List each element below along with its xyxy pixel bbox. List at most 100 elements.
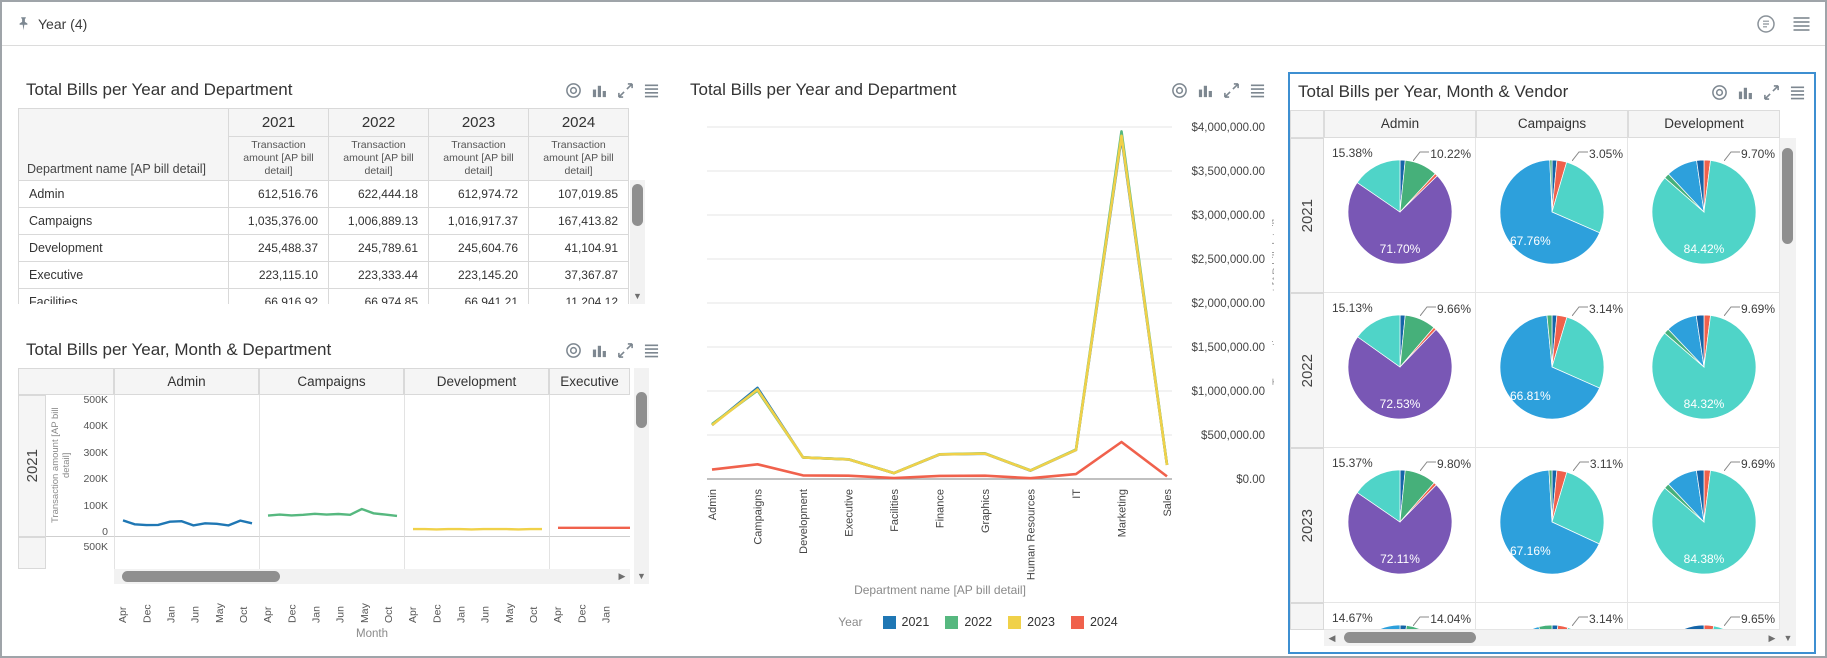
pinned-filter[interactable]: Year (4) <box>16 16 87 32</box>
pie-slice-darkblue[interactable] <box>1696 469 1705 523</box>
department-name-cell[interactable]: Admin <box>18 180 229 208</box>
amount-cell[interactable]: 167,413.82 <box>528 207 629 235</box>
pie-cell-2022-Campaigns[interactable]: 3.14% 66.81% <box>1476 293 1628 448</box>
table-row[interactable]: Development 245,488.37 245,789.61 245,604.7… <box>18 234 629 262</box>
expand-icon[interactable] <box>1223 82 1240 99</box>
amount-cell[interactable]: 11,204.12 <box>528 288 629 304</box>
pin-icon[interactable] <box>16 16 31 32</box>
pie-cell-2021-Campaigns[interactable]: 3.05% 67.76% <box>1476 138 1628 293</box>
amount-cell[interactable]: 107,019.85 <box>528 180 629 208</box>
legend-item[interactable]: 2023 <box>1008 615 1055 629</box>
amount-cell[interactable]: 41,104.91 <box>528 234 629 262</box>
pie-chart[interactable] <box>1651 314 1757 420</box>
amount-cell[interactable]: 245,604.76 <box>428 234 529 262</box>
main-menu-icon[interactable] <box>1792 16 1811 32</box>
trellis-plot-cell[interactable] <box>549 395 630 537</box>
series-line-2023[interactable] <box>711 134 1169 475</box>
pie-chart[interactable] <box>1499 469 1605 575</box>
amount-cell[interactable]: 1,016,917.37 <box>428 207 529 235</box>
line-chart[interactable]: $4,000,000.00 $3,500,000.00 $3,000,000.00 $… <box>682 102 1274 607</box>
amount-cell[interactable]: 612,516.76 <box>228 180 329 208</box>
pie-chart[interactable] <box>1499 314 1605 420</box>
pie-slice-teal[interactable] <box>1356 159 1401 213</box>
amount-cell[interactable]: 66,916.92 <box>228 288 329 304</box>
bar-chart-icon[interactable] <box>591 82 608 99</box>
bar-chart-icon[interactable] <box>591 342 608 359</box>
pie-slice-teal[interactable] <box>1551 161 1605 234</box>
pie-slice-blue[interactable] <box>1500 626 1594 630</box>
menu-icon[interactable] <box>643 83 660 98</box>
pie-slice-green[interactable] <box>1546 314 1553 368</box>
amount-cell[interactable]: 245,789.61 <box>328 234 429 262</box>
department-name-cell[interactable]: Executive <box>18 261 229 289</box>
line-chart-svg[interactable]: $4,000,000.00 $3,500,000.00 $3,000,000.00 $… <box>682 102 1274 602</box>
table-year-column-header[interactable]: 2022 <box>328 108 429 137</box>
pie-slice-green[interactable] <box>1549 159 1553 213</box>
pie-cell-2023-Admin[interactable]: 15.37% 9.80% 72.11% <box>1324 448 1476 603</box>
expand-icon[interactable] <box>617 342 634 359</box>
scroll-thumb[interactable] <box>1344 632 1476 643</box>
table-year-column-header[interactable]: 2021 <box>228 108 329 137</box>
amount-cell[interactable]: 223,145.20 <box>428 261 529 289</box>
scroll-thumb[interactable] <box>636 392 647 428</box>
scroll-thumb[interactable] <box>122 571 280 582</box>
bullseye-icon[interactable] <box>1171 82 1188 99</box>
release-notes-icon[interactable] <box>1756 14 1776 34</box>
pie-cell-2024-Admin[interactable]: 14.67% 14.04% <box>1324 603 1476 630</box>
pie-slice-teal[interactable] <box>1552 627 1604 630</box>
pie-chart[interactable] <box>1500 624 1604 630</box>
department-name-cell[interactable]: Campaigns <box>18 207 229 235</box>
legend-item[interactable]: 2021 <box>882 615 929 629</box>
pie-slice-blue[interactable] <box>1499 159 1601 265</box>
menu-icon[interactable] <box>1789 85 1806 100</box>
pie-slice-teal[interactable] <box>1356 469 1401 523</box>
scroll-right-button[interactable]: ▶ <box>1768 633 1776 643</box>
pie-chart[interactable] <box>1347 314 1453 420</box>
table-row[interactable]: Admin 612,516.76 622,444.18 612,974.72 107,0… <box>18 180 629 208</box>
pie-cell-2024-Development[interactable]: 9.65%6.39% <box>1628 603 1780 630</box>
pie-slice-teal[interactable] <box>1551 316 1605 389</box>
trellis-plot-cell[interactable] <box>404 395 549 537</box>
department-name-cell[interactable]: Facilities <box>18 288 229 304</box>
pie-cell-2021-Admin[interactable]: 15.38% 10.22% 71.70% <box>1324 138 1476 293</box>
department-name-cell[interactable]: Development <box>18 234 229 262</box>
pie-chart[interactable] <box>1347 159 1453 265</box>
pie-slice-blue[interactable] <box>1499 314 1601 420</box>
pie-cell-2022-Development[interactable]: 9.69% 84.32% <box>1628 293 1780 448</box>
amount-cell[interactable]: 1,006,889.13 <box>328 207 429 235</box>
pie-cell-2022-Admin[interactable]: 15.13% 9.66% 72.53% <box>1324 293 1476 448</box>
bar-chart-icon[interactable] <box>1197 82 1214 99</box>
scroll-down-button[interactable]: ▼ <box>637 571 646 581</box>
pinned-filter-label[interactable]: Year (4) <box>38 15 88 32</box>
pie-slice-darkblue[interactable] <box>1674 624 1705 630</box>
table-year-column-header[interactable]: 2023 <box>428 108 529 137</box>
pie-slice-teal[interactable] <box>1652 625 1756 630</box>
scroll-right-button[interactable]: ▶ <box>618 571 626 581</box>
amount-cell[interactable]: 245,488.37 <box>228 234 329 262</box>
bullseye-icon[interactable] <box>565 82 582 99</box>
amount-cell[interactable]: 66,974.85 <box>328 288 429 304</box>
expand-icon[interactable] <box>1763 84 1780 101</box>
bar-chart-icon[interactable] <box>1737 84 1754 101</box>
scroll-thumb[interactable] <box>1782 148 1793 244</box>
pie-cell-2024-Campaigns[interactable]: 3.14% <box>1476 603 1628 630</box>
panel-bills-pie-grid-selected[interactable]: Total Bills per Year, Month & Vendor Adm… <box>1288 72 1816 654</box>
amount-cell[interactable]: 37,367.87 <box>528 261 629 289</box>
trellis-chart[interactable]: Admin Campaigns Development Executive 2021 50… <box>18 332 668 654</box>
scroll-down-button[interactable]: ▼ <box>1783 633 1793 643</box>
pie-grid[interactable]: Admin Campaigns Development 2021 15.38% 10.22… <box>1290 74 1814 652</box>
legend-item[interactable]: 2022 <box>945 615 992 629</box>
pie-chart[interactable] <box>1652 624 1756 630</box>
menu-icon[interactable] <box>1249 83 1266 98</box>
amount-cell[interactable]: 1,035,376.00 <box>228 207 329 235</box>
table-row[interactable]: Facilities 66,916.92 66,974.85 66,941.21 11,… <box>18 288 629 304</box>
amount-cell[interactable]: 223,115.10 <box>228 261 329 289</box>
pie-slice-darkblue[interactable] <box>1696 159 1705 213</box>
pie-slice-teal[interactable] <box>1357 314 1401 368</box>
table-year-column-header[interactable]: 2024 <box>528 108 629 137</box>
expand-icon[interactable] <box>617 82 634 99</box>
pie-chart[interactable] <box>1499 159 1605 265</box>
bullseye-icon[interactable] <box>1711 84 1728 101</box>
bullseye-icon[interactable] <box>565 342 582 359</box>
trellis-series-line[interactable] <box>267 507 398 518</box>
